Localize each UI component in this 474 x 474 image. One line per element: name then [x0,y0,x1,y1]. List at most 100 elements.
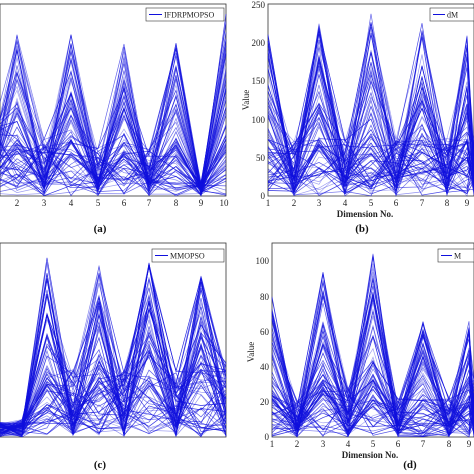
series-line [0,351,227,435]
series-line [267,82,474,196]
series-line [0,82,227,195]
panel-b-xtick: 7 [420,198,425,208]
series-line [267,36,474,193]
series-line [271,380,474,434]
series-line [267,105,474,187]
panel-b-ytick: 0 [261,191,266,201]
series-line [271,313,474,435]
panel-b-caption: (b) [355,223,369,235]
series-line [267,38,474,190]
series-line [0,279,227,437]
series-line [271,329,474,438]
series-line [0,263,227,431]
panel-a-xtick: 6 [122,198,127,208]
panel-d-ytick: 40 [260,362,270,372]
series-line [0,31,227,185]
series-line [267,36,474,197]
series-line [271,292,474,435]
series-line [0,94,227,196]
series-line [267,13,474,185]
series-line [0,265,227,435]
panel-a: 2 3 4 5 6 7 8 9 10 IFDRPMOPSO (a) [0,3,229,235]
series-line [271,296,474,435]
series-line [267,22,474,195]
panel-b-xtick: 1 [266,198,271,208]
panel-d-legend-label: M [454,252,461,261]
series-line [267,52,474,196]
series-line [0,60,227,190]
series-line [0,48,227,196]
panel-d-legend: M [437,248,474,263]
series-line [0,111,227,193]
panel-d: 0 20 40 60 80 100 1 2 3 4 5 6 7 8 9 Dime… [246,242,474,471]
series-line [267,99,474,192]
series-line [0,267,227,432]
panel-a-xticks: 2 3 4 5 6 7 8 9 10 [15,198,229,208]
series-line [271,297,474,438]
panel-b-xlabel: Dimension No. [337,209,394,219]
series-line [271,277,474,428]
series-line [0,307,227,437]
series-line [0,49,227,191]
panel-b-xtick: 6 [394,198,399,208]
panel-c-lines [0,257,227,438]
panel-a-legend-box [145,7,225,22]
panel-d-ytick: 0 [265,432,270,442]
panel-c-legend: MMOPSO [151,248,225,263]
series-line [267,37,474,196]
series-line [267,36,474,194]
series-line [267,100,474,196]
panel-a-legend-label: IFDRPMOPSO [164,11,214,20]
series-line [271,282,474,431]
series-line [0,273,227,435]
panel-a-caption: (a) [94,223,107,235]
panel-b-xtick: 4 [343,198,348,208]
panel-d-caption: (d) [403,459,417,471]
panel-b-xtick: 5 [369,198,374,208]
series-line [267,50,474,195]
panel-d-ytick: 80 [260,292,270,302]
panel-d-xlabel: Dimension No. [342,450,399,460]
panel-b-legend-box [429,7,474,22]
series-line [0,57,227,195]
series-line [0,263,227,431]
series-line [0,276,227,436]
series-line [267,49,474,197]
series-line [0,266,227,435]
panel-c-legend-label: MMOPSO [170,252,205,261]
panel-b-yticks: 0 50 100 150 200 250 [252,0,266,201]
panel-b-xtick: 3 [317,198,322,208]
panel-a-xtick: 2 [15,198,20,208]
panel-d-xtick: 6 [396,439,401,449]
series-line [0,46,227,193]
series-line [0,262,227,434]
panel-b-ytick: 250 [252,0,266,10]
panel-d-ytick: 20 [260,397,270,407]
series-line [267,39,474,180]
panel-a-xtick: 8 [174,198,179,208]
series-line [0,347,227,438]
panel-c-caption: (c) [94,459,107,471]
panel-a-xtick: 5 [96,198,101,208]
panel-d-lines [271,253,474,438]
series-line [271,274,474,427]
series-line [0,23,227,193]
series-line [271,330,474,437]
panel-c: MMOPSO (c) [0,242,227,471]
panel-a-xtick: 3 [42,198,47,208]
series-line [271,378,474,437]
series-line [0,92,227,190]
panel-c-legend-box [151,248,225,263]
panel-d-axes-frame [271,242,474,438]
series-line [267,76,474,194]
series-line [267,56,474,194]
panel-b-xtick: 2 [292,198,297,208]
series-line [0,274,227,436]
panel-b-lines [267,13,474,197]
series-line [267,26,474,195]
series-line [0,77,227,196]
series-line [271,296,474,436]
series-line [271,280,474,432]
series-line [271,347,474,436]
